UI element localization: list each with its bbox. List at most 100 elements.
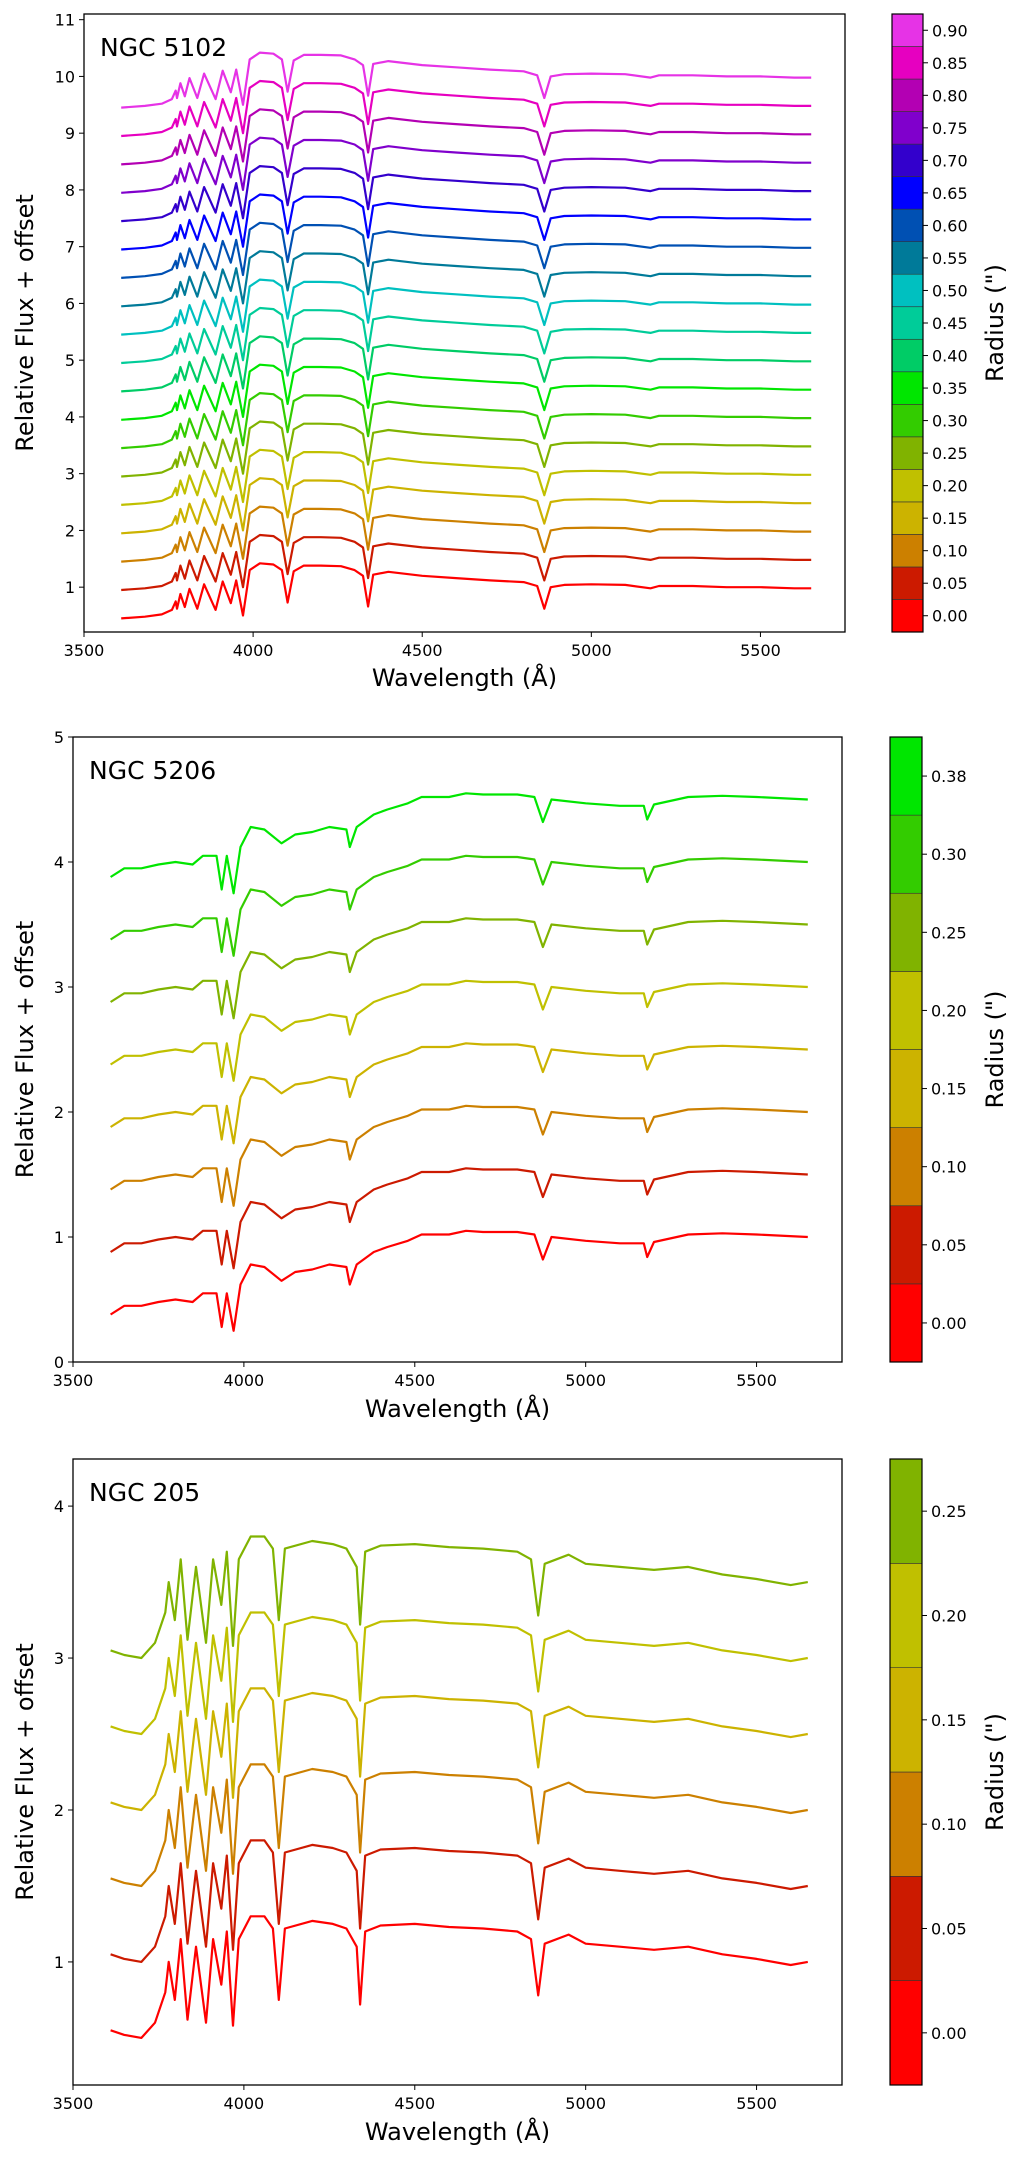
spectrum-line-0.10 bbox=[121, 505, 812, 563]
colorbar-tick-label: 0.35 bbox=[932, 379, 968, 398]
x-tick-label: 3500 bbox=[53, 2094, 94, 2113]
colorbar-segment-0.90 bbox=[891, 13, 924, 47]
x-tick-label: 3500 bbox=[64, 641, 105, 660]
colorbar: 0.00 0.05 0.10 0.15 0.20 0.25 0.30 0.38 Radius (… bbox=[889, 736, 1009, 1363]
spectrum-line-0.75 bbox=[121, 136, 812, 194]
y-tick-label: 3 bbox=[65, 465, 75, 484]
x-tick-label: 4000 bbox=[224, 1371, 265, 1390]
x-tick-label: 5500 bbox=[736, 2094, 777, 2113]
x-axis-label: Wavelength (Å) bbox=[365, 2117, 550, 2146]
spectrum-line-0.00 bbox=[121, 562, 812, 620]
colorbar-segment-0.65 bbox=[891, 176, 924, 210]
colorbar-segment-0.05 bbox=[889, 1205, 923, 1285]
spectrum-line-0.70 bbox=[121, 165, 812, 223]
spectrum-line-0.25 bbox=[110, 1535, 808, 1660]
colorbar-segment-0.30 bbox=[891, 404, 924, 438]
colorbar-tick-label: 0.10 bbox=[932, 542, 968, 561]
colorbar-tick-label: 0.25 bbox=[931, 1502, 967, 1521]
colorbar-tick-label: 0.70 bbox=[932, 151, 968, 170]
colorbar-segment-0.50 bbox=[891, 273, 924, 308]
y-tick-label: 2 bbox=[54, 1801, 64, 1820]
colorbar-segment-0.15 bbox=[889, 1667, 923, 1773]
y-tick-label: 4 bbox=[54, 1497, 64, 1516]
spectrum-line-0.35 bbox=[121, 363, 812, 421]
x-tick-label: 5000 bbox=[565, 2094, 606, 2113]
colorbar-tick-label: 0.30 bbox=[932, 412, 968, 431]
y-axis-label: Relative Flux + offset bbox=[11, 194, 39, 452]
x-tick-label: 5500 bbox=[740, 641, 781, 660]
colorbar-segment-0.15 bbox=[891, 501, 924, 535]
spectrum-line-0.25 bbox=[121, 420, 812, 478]
colorbar-tick-label: 0.20 bbox=[931, 1001, 967, 1020]
colorbar-label: Radius (") bbox=[981, 1713, 1009, 1831]
y-tick-label: 6 bbox=[65, 294, 75, 313]
spectrum-line-0.05 bbox=[110, 1167, 808, 1270]
y-tick-label: 2 bbox=[65, 521, 75, 540]
colorbar-tick-label: 0.40 bbox=[932, 347, 968, 366]
colorbar-tick-label: 0.00 bbox=[931, 2024, 967, 2043]
spectrum-line-0.45 bbox=[121, 306, 812, 365]
y-tick-label: 3 bbox=[54, 1649, 64, 1668]
panel-title: NGC 5206 bbox=[89, 756, 216, 785]
spectrum-line-0.20 bbox=[110, 1611, 808, 1736]
colorbar-segment-0.55 bbox=[891, 241, 924, 275]
colorbar-tick-label: 0.60 bbox=[932, 216, 968, 235]
colorbar-segment-0.35 bbox=[891, 371, 924, 405]
colorbar-tick-label: 0.90 bbox=[932, 21, 968, 40]
colorbar-tick-label: 0.50 bbox=[932, 281, 968, 300]
spectrum-line-0.05 bbox=[110, 1839, 808, 1964]
colorbar-segment-0.70 bbox=[891, 143, 924, 177]
x-tick-label: 5000 bbox=[565, 1371, 606, 1390]
y-axis-label: Relative Flux + offset bbox=[11, 1643, 39, 1901]
x-tick-label: 4000 bbox=[224, 2094, 265, 2113]
colorbar-tick-label: 0.10 bbox=[931, 1815, 967, 1834]
y-tick-label: 1 bbox=[65, 578, 75, 597]
y-tick-label: 3 bbox=[54, 978, 64, 997]
colorbar-segment-0.15 bbox=[889, 1049, 923, 1128]
colorbar-segment-0.10 bbox=[889, 1127, 923, 1207]
colorbar-tick-label: 0.55 bbox=[932, 249, 968, 268]
colorbar-tick-label: 0.00 bbox=[932, 607, 968, 626]
colorbar-segment-0.00 bbox=[889, 1283, 923, 1363]
y-tick-label: 7 bbox=[65, 238, 75, 257]
axes-frame bbox=[72, 736, 843, 1363]
spectrum-line-0.40 bbox=[121, 335, 812, 393]
spectrum-line-0.20 bbox=[121, 448, 812, 506]
panel-title: NGC 205 bbox=[89, 1478, 200, 1507]
y-tick-label: 1 bbox=[54, 1228, 64, 1247]
spectrum-line-0.80 bbox=[121, 108, 812, 166]
colorbar-segment-0.10 bbox=[891, 534, 924, 568]
spectrum-line-0.90 bbox=[121, 51, 812, 109]
y-tick-label: 5 bbox=[54, 728, 64, 747]
x-axis-label: Wavelength (Å) bbox=[372, 663, 557, 692]
colorbar-tick-label: 0.10 bbox=[931, 1158, 967, 1177]
spectrum-line-0.30 bbox=[110, 854, 808, 957]
colorbar-tick-label: 0.05 bbox=[931, 1920, 967, 1939]
panel-title: NGC 5102 bbox=[100, 33, 227, 62]
colorbar-segment-0.00 bbox=[889, 1980, 923, 2086]
colorbar-tick-label: 0.15 bbox=[932, 509, 968, 528]
colorbar-tick-label: 0.15 bbox=[931, 1080, 967, 1099]
colorbar-label: Radius (") bbox=[981, 991, 1009, 1109]
colorbar-frame bbox=[889, 1458, 923, 2086]
colorbar-segment-0.38 bbox=[889, 736, 923, 816]
colorbar-tick-label: 0.38 bbox=[931, 767, 967, 786]
x-tick-label: 3500 bbox=[53, 1371, 94, 1390]
colorbar-segment-0.25 bbox=[891, 436, 924, 470]
colorbar-tick-label: 0.20 bbox=[931, 1607, 967, 1626]
spectrum-line-0.00 bbox=[110, 1915, 808, 2040]
y-tick-label: 4 bbox=[54, 853, 64, 872]
spectrum-line-0.50 bbox=[121, 278, 812, 336]
colorbar-segment-0.25 bbox=[889, 892, 923, 972]
axes-frame bbox=[72, 1458, 843, 2086]
colorbar-tick-label: 0.20 bbox=[932, 477, 968, 496]
colorbar-segment-0.80 bbox=[891, 78, 924, 112]
spectrum-line-0.10 bbox=[110, 1104, 808, 1207]
colorbar-segment-0.05 bbox=[889, 1876, 923, 1981]
y-tick-label: 2 bbox=[54, 1103, 64, 1122]
colorbar: 0.00 0.05 0.10 0.15 0.20 0.25 0.30 0.35 0.40 0.45… bbox=[891, 13, 1009, 633]
spectrum-line-0.60 bbox=[121, 221, 812, 279]
spectrum-line-0.15 bbox=[121, 477, 812, 535]
colorbar-segment-0.75 bbox=[891, 111, 924, 145]
